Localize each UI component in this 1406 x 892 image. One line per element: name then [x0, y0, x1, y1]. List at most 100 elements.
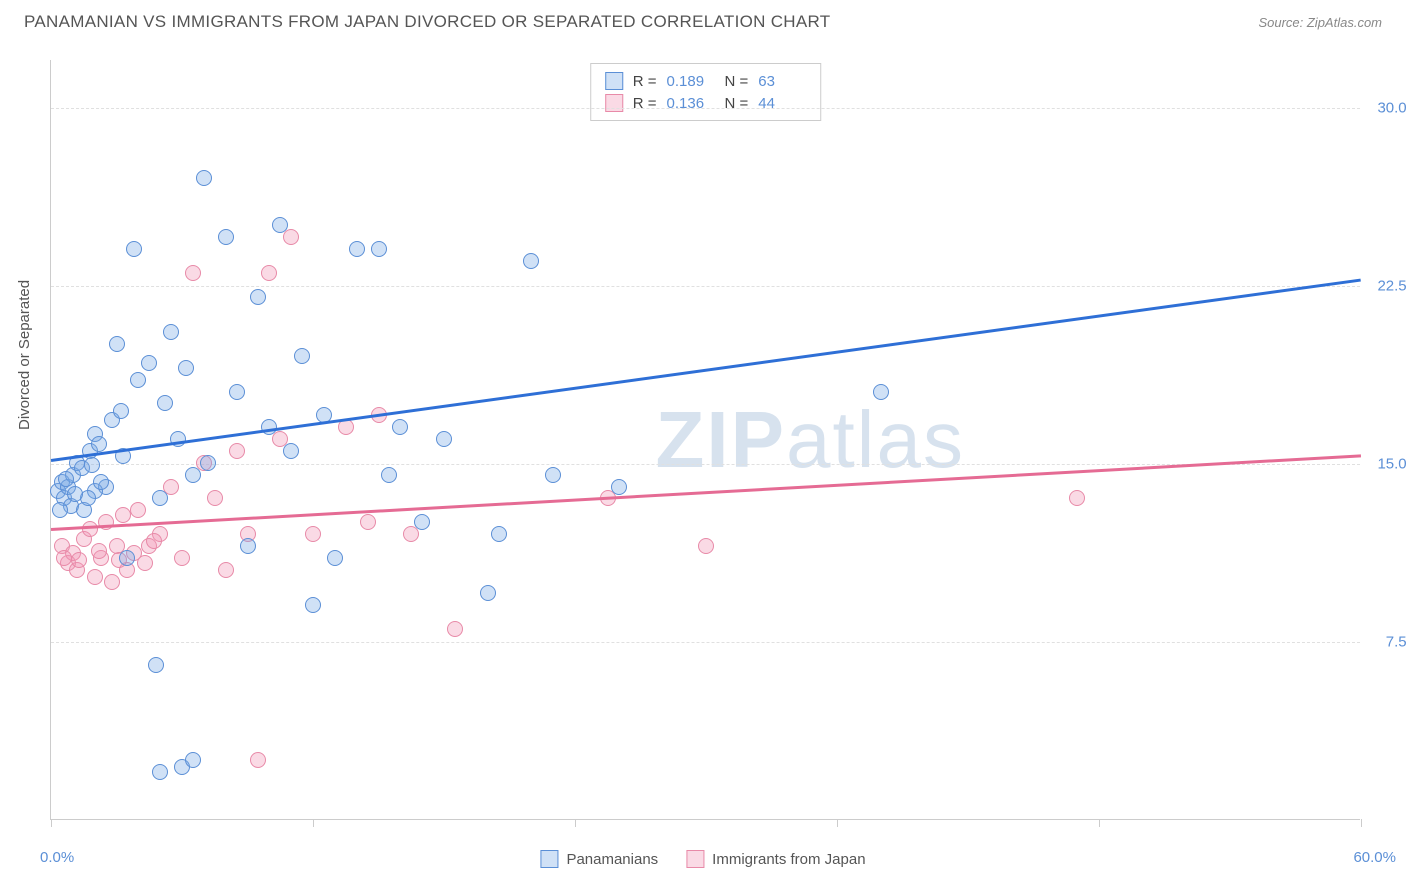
point-panamanians [157, 395, 173, 411]
point-panamanians [113, 403, 129, 419]
gridline [51, 286, 1360, 287]
x-axis-min: 0.0% [40, 849, 74, 866]
point-panamanians [611, 479, 627, 495]
point-panamanians [873, 384, 889, 400]
point-japan [115, 507, 131, 523]
point-japan [185, 265, 201, 281]
point-japan [71, 552, 87, 568]
r-value-japan: 0.136 [667, 95, 715, 112]
x-tick [313, 819, 314, 827]
swatch-japan [605, 94, 623, 112]
gridline [51, 108, 1360, 109]
point-japan [261, 265, 277, 281]
point-panamanians [152, 490, 168, 506]
point-japan [698, 538, 714, 554]
legend-row-japan: R = 0.136 N = 44 [605, 92, 807, 114]
point-panamanians [545, 467, 561, 483]
x-tick [837, 819, 838, 827]
point-panamanians [414, 514, 430, 530]
point-japan [229, 443, 245, 459]
point-panamanians [283, 443, 299, 459]
source-attribution: Source: ZipAtlas.com [1258, 15, 1382, 30]
n-value-japan: 44 [758, 95, 806, 112]
point-japan [360, 514, 376, 530]
point-panamanians [148, 657, 164, 673]
legend-item-panamanians: Panamanians [540, 850, 658, 868]
point-japan [250, 752, 266, 768]
point-japan [82, 521, 98, 537]
point-panamanians [163, 324, 179, 340]
point-panamanians [480, 585, 496, 601]
x-tick [575, 819, 576, 827]
swatch-japan [686, 850, 704, 868]
point-panamanians [52, 502, 68, 518]
point-panamanians [491, 526, 507, 542]
point-panamanians [327, 550, 343, 566]
x-tick [1361, 819, 1362, 827]
series-legend: Panamanians Immigrants from Japan [540, 850, 865, 868]
watermark: ZIPatlas [656, 394, 965, 486]
r-value-panamanians: 0.189 [667, 73, 715, 90]
point-japan [207, 490, 223, 506]
legend-label-japan: Immigrants from Japan [712, 851, 865, 868]
correlation-legend: R = 0.189 N = 63 R = 0.136 N = 44 [590, 63, 822, 121]
point-japan [283, 229, 299, 245]
legend-row-panamanians: R = 0.189 N = 63 [605, 70, 807, 92]
x-tick [1099, 819, 1100, 827]
point-panamanians [67, 486, 83, 502]
point-panamanians [200, 455, 216, 471]
point-panamanians [178, 360, 194, 376]
swatch-panamanians [605, 72, 623, 90]
gridline [51, 642, 1360, 643]
point-panamanians [141, 355, 157, 371]
y-tick-label: 30.0% [1377, 99, 1406, 116]
point-japan [218, 562, 234, 578]
legend-item-japan: Immigrants from Japan [686, 850, 865, 868]
point-panamanians [185, 467, 201, 483]
point-japan [174, 550, 190, 566]
scatter-chart: ZIPatlas R = 0.189 N = 63 R = 0.136 N = … [50, 60, 1360, 820]
point-panamanians [250, 289, 266, 305]
point-panamanians [185, 752, 201, 768]
swatch-panamanians [540, 850, 558, 868]
legend-label-panamanians: Panamanians [566, 851, 658, 868]
point-panamanians [130, 372, 146, 388]
chart-title: PANAMANIAN VS IMMIGRANTS FROM JAPAN DIVO… [24, 12, 830, 32]
x-axis-max: 60.0% [1353, 849, 1396, 866]
n-label: N = [725, 95, 749, 112]
y-tick-label: 22.5% [1377, 277, 1406, 294]
r-label: R = [633, 73, 657, 90]
n-value-panamanians: 63 [758, 73, 806, 90]
point-panamanians [436, 431, 452, 447]
point-panamanians [294, 348, 310, 364]
n-label: N = [725, 73, 749, 90]
point-panamanians [119, 550, 135, 566]
point-panamanians [196, 170, 212, 186]
point-japan [1069, 490, 1085, 506]
x-tick [51, 819, 52, 827]
y-tick-label: 15.0% [1377, 455, 1406, 472]
r-label: R = [633, 95, 657, 112]
point-japan [447, 621, 463, 637]
y-tick-label: 7.5% [1386, 633, 1406, 650]
point-japan [146, 533, 162, 549]
point-panamanians [523, 253, 539, 269]
point-panamanians [349, 241, 365, 257]
y-axis-label: Divorced or Separated [16, 280, 33, 430]
point-panamanians [272, 217, 288, 233]
point-japan [130, 502, 146, 518]
point-panamanians [91, 436, 107, 452]
point-japan [104, 574, 120, 590]
point-japan [305, 526, 321, 542]
point-panamanians [218, 229, 234, 245]
point-panamanians [305, 597, 321, 613]
point-panamanians [93, 474, 109, 490]
point-panamanians [109, 336, 125, 352]
trendline-japan [51, 454, 1361, 530]
point-panamanians [126, 241, 142, 257]
trendline-panamanians [51, 279, 1361, 462]
point-panamanians [371, 241, 387, 257]
point-japan [91, 543, 107, 559]
point-panamanians [381, 467, 397, 483]
point-japan [56, 550, 72, 566]
